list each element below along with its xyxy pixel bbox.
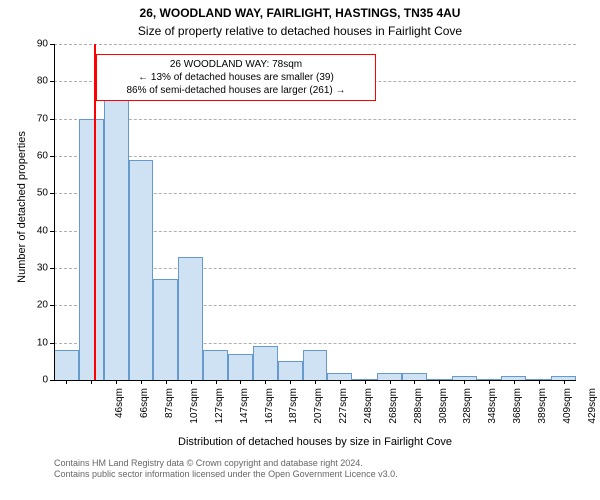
xtick-label: 147sqm	[239, 388, 250, 438]
xtick-mark	[340, 380, 341, 384]
histogram-bar	[402, 373, 427, 380]
histogram-bar	[278, 361, 303, 380]
histogram-bar	[79, 119, 104, 380]
ytick-label: 0	[22, 375, 48, 386]
chart-subtitle: Size of property relative to detached ho…	[0, 24, 600, 38]
xtick-mark	[66, 380, 67, 384]
grid-line	[54, 156, 576, 157]
xtick-label: 348sqm	[487, 388, 498, 438]
histogram-bar	[104, 93, 129, 380]
xtick-label: 429sqm	[587, 388, 598, 438]
xtick-label: 127sqm	[214, 388, 225, 438]
annotation-line3: 86% of semi-detached houses are larger (…	[103, 84, 369, 97]
histogram-bar	[327, 373, 352, 380]
ytick-label: 80	[22, 76, 48, 87]
histogram-bar	[129, 160, 154, 380]
histogram-bar	[303, 350, 328, 380]
x-axis-label: Distribution of detached houses by size …	[54, 436, 576, 448]
xtick-mark	[116, 380, 117, 384]
xtick-mark	[439, 380, 440, 384]
xtick-label: 207sqm	[313, 388, 324, 438]
annotation-line2: ← 13% of detached houses are smaller (39…	[103, 71, 369, 84]
xtick-label: 409sqm	[562, 388, 573, 438]
xtick-label: 167sqm	[264, 388, 275, 438]
xtick-label: 308sqm	[438, 388, 449, 438]
xtick-mark	[390, 380, 391, 384]
xtick-mark	[365, 380, 366, 384]
histogram-bar	[153, 279, 178, 380]
chart-container: 26, WOODLAND WAY, FAIRLIGHT, HASTINGS, T…	[0, 0, 600, 500]
footer-line2: Contains public sector information licen…	[54, 469, 576, 480]
xtick-label: 187sqm	[288, 388, 299, 438]
xtick-mark	[141, 380, 142, 384]
annotation-box: 26 WOODLAND WAY: 78sqm ← 13% of detached…	[96, 54, 376, 101]
histogram-bar	[253, 346, 278, 380]
ytick-label: 10	[22, 337, 48, 348]
footer-attribution: Contains HM Land Registry data © Crown c…	[54, 458, 576, 481]
xtick-mark	[91, 380, 92, 384]
ytick-label: 90	[22, 39, 48, 50]
xtick-mark	[166, 380, 167, 384]
xtick-mark	[564, 380, 565, 384]
xtick-label: 227sqm	[338, 388, 349, 438]
xtick-label: 87sqm	[164, 388, 175, 438]
histogram-bar	[228, 354, 253, 380]
histogram-bar	[54, 350, 79, 380]
xtick-label: 248sqm	[363, 388, 374, 438]
y-axis-label: Number of detached properties	[16, 107, 28, 307]
xtick-mark	[539, 380, 540, 384]
xtick-mark	[216, 380, 217, 384]
grid-line	[54, 119, 576, 120]
xtick-mark	[464, 380, 465, 384]
histogram-bar	[203, 350, 228, 380]
xtick-label: 46sqm	[114, 388, 125, 438]
histogram-bar	[178, 257, 203, 380]
annotation-line1: 26 WOODLAND WAY: 78sqm	[103, 58, 369, 71]
xtick-mark	[290, 380, 291, 384]
xtick-label: 288sqm	[413, 388, 424, 438]
xtick-mark	[315, 380, 316, 384]
xtick-label: 389sqm	[537, 388, 548, 438]
y-axis-line	[54, 44, 55, 380]
xtick-label: 107sqm	[189, 388, 200, 438]
xtick-mark	[414, 380, 415, 384]
xtick-label: 328sqm	[462, 388, 473, 438]
xtick-mark	[489, 380, 490, 384]
xtick-mark	[265, 380, 266, 384]
xtick-label: 268sqm	[388, 388, 399, 438]
chart-title: 26, WOODLAND WAY, FAIRLIGHT, HASTINGS, T…	[0, 6, 600, 20]
grid-line	[54, 44, 576, 45]
xtick-label: 66sqm	[139, 388, 150, 438]
footer-line1: Contains HM Land Registry data © Crown c…	[54, 458, 576, 469]
xtick-mark	[191, 380, 192, 384]
xtick-label: 368sqm	[512, 388, 523, 438]
xtick-mark	[514, 380, 515, 384]
histogram-bar	[377, 373, 402, 380]
xtick-mark	[240, 380, 241, 384]
